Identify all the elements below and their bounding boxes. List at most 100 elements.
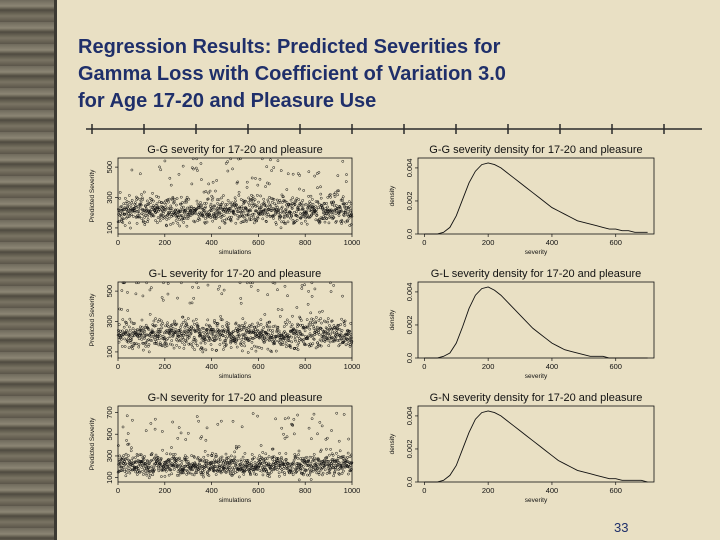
data-point [190,468,193,472]
data-point [292,417,296,421]
data-point [237,333,241,337]
data-point [166,198,170,201]
data-point [203,202,206,205]
data-point [182,347,186,350]
data-point [285,318,289,322]
data-point [282,220,286,224]
data-point [281,337,284,341]
data-point [295,346,298,350]
data-point [264,211,268,215]
data-point [155,194,158,198]
data-point [123,345,127,348]
data-point [323,220,327,224]
data-point [309,461,313,465]
data-point [117,469,121,473]
data-point [217,215,220,218]
data-point [233,212,236,216]
data-point [138,470,142,474]
data-point [139,203,143,207]
data-point [197,286,200,290]
data-point [144,341,147,345]
data-point [249,209,253,213]
data-point [125,456,129,460]
data-point [235,446,239,450]
data-point [158,207,162,211]
x-tick-label: 400 [205,362,218,371]
data-point [221,325,224,328]
data-point [218,343,222,346]
data-point [281,210,285,214]
data-point [224,344,228,347]
data-point [280,308,284,312]
data-point [259,322,263,326]
data-point [139,200,143,204]
slide-number: 33 [614,520,629,535]
data-point [270,468,274,471]
data-point [269,329,272,332]
data-point [291,218,295,222]
data-point [142,219,145,223]
chart-title: G-G severity for 17-20 and pleasure [147,144,322,156]
data-point [273,202,277,206]
data-point [160,344,164,348]
data-point [177,173,181,176]
y-tick-label: 300 [105,450,114,463]
data-point [314,218,318,222]
data-point [224,471,228,474]
data-point [200,178,203,181]
data-point [208,338,212,342]
data-point [222,214,226,218]
data-point [283,320,287,324]
data-point [328,464,331,468]
data-point [242,333,246,337]
data-point [277,329,281,333]
data-point [262,326,266,329]
data-point [245,213,249,217]
data-point [136,470,139,474]
data-point [120,289,124,292]
data-point [222,330,226,333]
data-point [149,422,153,425]
data-point [269,204,273,208]
slide-title-line: Gamma Loss with Coefficient of Variation… [78,63,506,85]
data-point [277,474,281,478]
data-point [143,204,147,208]
data-point [141,470,144,473]
data-point [338,334,342,337]
data-point [243,199,246,203]
data-point [261,329,265,333]
data-point [332,463,336,467]
data-point [137,464,140,468]
data-point [305,469,308,472]
data-point [184,460,188,463]
data-point [202,210,206,214]
data-point [133,206,136,210]
data-point [308,327,312,331]
data-point [226,169,230,173]
data-point [303,283,306,287]
data-point [333,338,337,342]
data-point [144,323,148,327]
data-point [213,319,216,322]
data-point [316,466,320,470]
data-point [128,464,132,468]
data-point [231,330,235,334]
data-point [125,414,129,418]
data-point [240,214,244,218]
y-tick-label: 0.002 [405,440,414,459]
data-point [234,221,238,225]
data-point [309,194,313,198]
data-point [307,467,311,471]
data-point [295,332,299,336]
data-point [315,213,319,217]
data-point [130,468,134,472]
data-point [268,325,272,329]
data-point [285,435,289,439]
data-point [256,193,259,197]
y-tick-label: 700 [105,406,114,419]
data-point [171,343,174,347]
data-point [152,470,155,474]
data-point [173,319,176,323]
data-point [170,339,174,342]
data-point [231,419,235,423]
